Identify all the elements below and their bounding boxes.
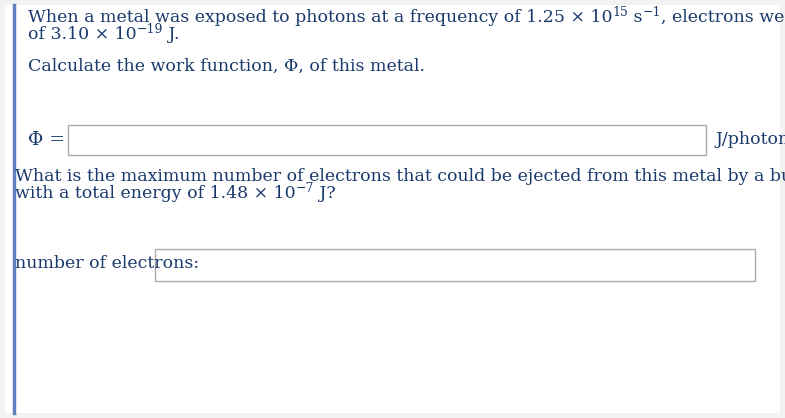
Text: −19: −19 <box>137 23 163 36</box>
Text: What is the maximum number of electrons that could be ejected from this metal by: What is the maximum number of electrons … <box>15 168 785 185</box>
Text: −7: −7 <box>296 182 314 195</box>
Text: J/photon: J/photon <box>716 132 785 148</box>
FancyBboxPatch shape <box>68 125 706 155</box>
Text: with a total energy of 1.48 × 10: with a total energy of 1.48 × 10 <box>15 185 296 202</box>
Text: Calculate the work function, Φ, of this metal.: Calculate the work function, Φ, of this … <box>28 58 425 75</box>
Text: When a metal was exposed to photons at a frequency of 1.25 × 10: When a metal was exposed to photons at a… <box>28 9 612 26</box>
FancyBboxPatch shape <box>5 5 780 413</box>
Text: , electrons were emitted with a maximum kinetic energy: , electrons were emitted with a maximum … <box>662 9 785 26</box>
Text: s: s <box>628 9 643 26</box>
Text: −1: −1 <box>643 6 662 19</box>
Text: J.: J. <box>163 26 180 43</box>
Text: 15: 15 <box>612 6 628 19</box>
Text: of 3.10 × 10: of 3.10 × 10 <box>28 26 137 43</box>
Text: number of electrons:: number of electrons: <box>15 255 199 272</box>
Text: Φ =: Φ = <box>28 131 65 149</box>
FancyBboxPatch shape <box>155 249 755 281</box>
Text: J?: J? <box>314 185 336 202</box>
